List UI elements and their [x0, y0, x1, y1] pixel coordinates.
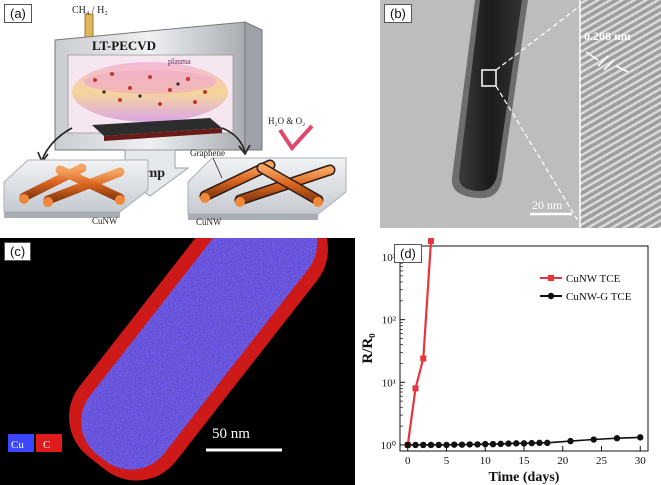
data-point: [474, 441, 481, 448]
data-point: [497, 440, 504, 448]
data-point: [520, 440, 528, 447]
tem-micrograph: 0.208 nm 20 nm: [380, 0, 661, 228]
x-axis: 0 5 10 15 20 25 30: [405, 446, 646, 467]
graphene-coated-nanowires: [199, 159, 336, 207]
data-point: [443, 441, 450, 449]
data-point: [451, 441, 458, 448]
data-point: [428, 238, 434, 245]
data-point: [528, 439, 535, 447]
oxidant-label: H₂O & O₂: [268, 116, 305, 126]
data-point: [489, 440, 497, 448]
panel-b-label: (b): [384, 4, 412, 23]
y-tick-label: 10³: [382, 252, 397, 264]
plasma-label: plasma: [168, 57, 191, 66]
x-tick-label: 5: [444, 455, 450, 467]
x-tick-label: 25: [596, 455, 608, 467]
panel-d-label: (d): [394, 244, 422, 263]
y-axis: 10⁰ 10¹ 10² 10³: [381, 252, 405, 452]
panel-d-chart: 0 5 10 15 20 25 30 10⁰ 10¹ 10² 10³ CuNW TCE CuNW-G…: [358, 238, 661, 485]
left-substrate-tray: [3, 159, 149, 218]
data-point: [536, 439, 543, 447]
gas-label: CH₄ / H₂: [72, 5, 108, 16]
data-point: [458, 441, 466, 448]
chamber-label: LT-PECVD: [92, 38, 156, 53]
zoom-region-box: [481, 69, 497, 87]
data-point: [513, 440, 520, 447]
nanowire-rod: [451, 0, 528, 199]
data-point: [404, 441, 411, 449]
right-substrate-tray: [187, 124, 347, 220]
legend-cu-swatch: [8, 434, 34, 452]
data-point: [427, 441, 435, 449]
x-axis-label: Time (days): [489, 470, 560, 485]
series-layer: [404, 238, 644, 449]
data-point: [435, 441, 442, 449]
data-point: [420, 355, 427, 362]
hrtem-inset: [580, 0, 661, 228]
x-tick-label: 0: [405, 455, 411, 467]
data-point: [544, 439, 551, 447]
copper-signal-core: [81, 238, 318, 470]
data-point: [590, 436, 597, 443]
scale-bar-c-label: 50 nm: [212, 426, 250, 442]
resistance-chart: 0 5 10 15 20 25 30 10⁰ 10¹ 10² 10³ CuNW TCE CuNW-G…: [360, 238, 649, 485]
legend-cu-label: Cu: [11, 439, 24, 451]
data-point: [466, 441, 473, 448]
legend-marker: [548, 275, 554, 281]
oxidant-check-mark: [278, 124, 314, 152]
arrow-to-right-tray: [221, 127, 246, 153]
data-point: [567, 437, 574, 445]
series-line-0: [406, 240, 433, 446]
legend-c-label: C: [43, 439, 50, 451]
x-tick-label: 10: [480, 455, 492, 467]
legend: CuNW TCE CuNW-G TCE: [540, 273, 632, 303]
data-point: [412, 385, 419, 392]
panel-c-eds-map: Cu C 50 nm (c): [0, 238, 355, 485]
bare-copper-nanowires: [19, 163, 125, 207]
panel-a-label: (a): [4, 4, 32, 23]
cunw-label-left: CuNW: [92, 216, 118, 226]
graphene-label: Graphene: [190, 148, 225, 158]
lattice-spacing-label: 0.208 nm: [584, 29, 631, 43]
panel-b-tem-image: 0.208 nm 20 nm (b): [380, 0, 661, 228]
x-tick-label: 30: [635, 455, 647, 467]
legend-marker: [547, 292, 555, 300]
legend-c-swatch: [36, 434, 62, 452]
x-tick-label: 15: [519, 455, 531, 467]
y-tick-label: 10⁰: [381, 440, 397, 452]
data-point: [613, 435, 621, 442]
legend-label: CuNW-G TCE: [566, 291, 632, 303]
lattice-spacing-marker: [585, 51, 629, 73]
x-tick-label: 20: [557, 455, 569, 467]
data-point: [637, 434, 644, 441]
data-point: [505, 440, 512, 447]
y-tick-label: 10¹: [382, 377, 396, 389]
data-point: [412, 441, 419, 449]
y-tick-label: 10²: [382, 315, 397, 327]
y-axis-label: R/R₀: [360, 333, 376, 364]
legend-label: CuNW TCE: [566, 273, 621, 285]
panel-c-label: (c): [4, 242, 32, 261]
data-point: [482, 440, 489, 448]
arrow-to-left-tray: [41, 127, 73, 161]
cunw-label-right: CuNW: [196, 217, 222, 227]
scale-bar-b-label: 20 nm: [532, 198, 563, 212]
pecvd-schematic: CH₄ / H₂ LT-PECVD plasma pu: [3, 5, 347, 227]
panel-a-schematic: CH₄ / H₂ LT-PECVD plasma pu: [0, 0, 358, 228]
data-point: [420, 441, 427, 449]
plasma-species-dots: [93, 72, 207, 106]
eds-element-map: Cu C 50 nm: [0, 238, 355, 485]
pecvd-chamber: [54, 21, 263, 151]
